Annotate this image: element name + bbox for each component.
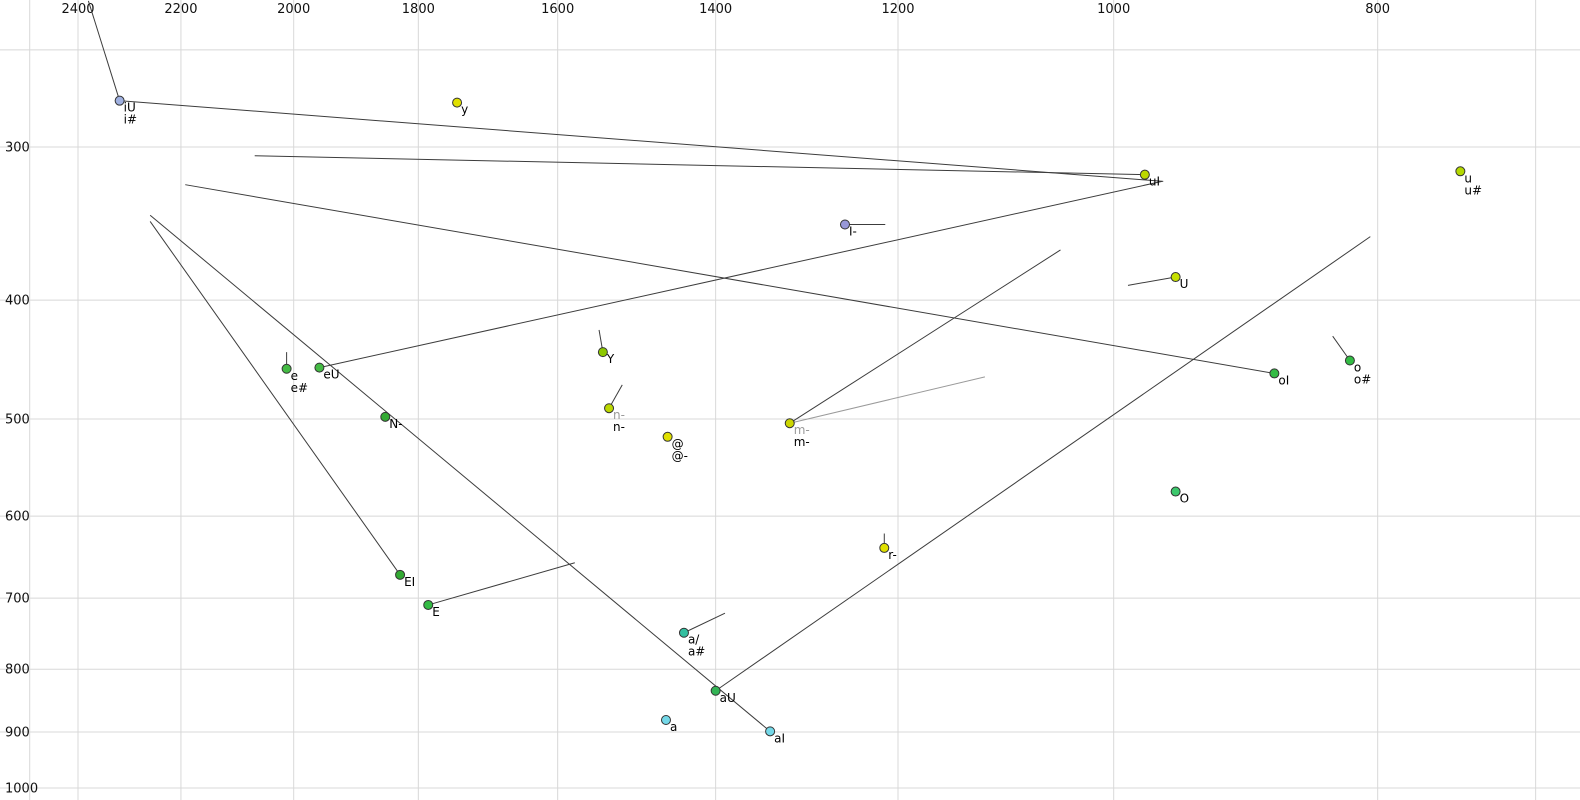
data-point-n- [604, 403, 615, 414]
point-label-e-1: e# [291, 381, 308, 395]
data-point-EI [395, 569, 406, 580]
data-point-aI [765, 726, 776, 737]
point-label-n--1: n- [613, 420, 625, 434]
y-tick-label-500: 500 [5, 412, 30, 427]
y-tick-label-800: 800 [5, 663, 30, 678]
point-label-Y: Y [606, 352, 615, 366]
point-label-o: o [1354, 361, 1361, 375]
data-point-y [452, 97, 463, 108]
trajectory-iU-onset [87, 0, 121, 101]
trajectory-oI-glide [185, 184, 1275, 374]
data-point-a [660, 714, 671, 725]
point-label-eU: eU [323, 368, 339, 382]
x-tick-label-800: 800 [1365, 2, 1390, 17]
trajectory-EI-glide [149, 221, 401, 576]
point-label-aU: aU [720, 691, 736, 705]
point-label-@-1: @- [672, 449, 688, 463]
point-label-u-1: u# [1464, 183, 1482, 197]
y-tick-label-400: 400 [5, 294, 30, 309]
y-tick-label-600: 600 [5, 510, 30, 525]
data-point-oI [1269, 368, 1280, 379]
x-tick-label-2000: 2000 [277, 2, 310, 17]
point-label-U: U [1180, 277, 1189, 291]
point-label-o-1: o# [1354, 373, 1371, 387]
point-label-aI: aI [774, 731, 785, 745]
x-tick-label-1800: 1800 [402, 2, 435, 17]
point-label-y: y [461, 103, 468, 117]
point-label-u: u [1464, 171, 1472, 185]
data-point-iU [114, 95, 125, 106]
data-point-@ [662, 431, 673, 442]
point-label-oI: oI [1278, 373, 1289, 387]
trajectory-m--glide2 [789, 376, 986, 424]
point-label-I-: I- [849, 224, 857, 238]
x-tick-label-1200: 1200 [881, 2, 914, 17]
point-label-m--1: m- [794, 435, 810, 449]
data-point-I- [839, 219, 850, 230]
data-point-a/ [678, 627, 689, 638]
point-label-EI: EI [404, 575, 415, 589]
trajectory-E-glide [428, 562, 575, 606]
data-point-e [281, 363, 292, 374]
point-label-N-: N- [389, 417, 402, 431]
x-tick-label-2400: 2400 [61, 2, 94, 17]
x-tick-label-2200: 2200 [164, 2, 197, 17]
trajectory-aI-glide [149, 214, 771, 732]
point-label-a/: a/ [688, 633, 700, 647]
point-label-e: e [291, 369, 298, 383]
x-tick-label-1000: 1000 [1097, 2, 1130, 17]
trajectory-iU-glide [119, 100, 1164, 182]
data-point-N- [380, 411, 391, 422]
data-point-m- [784, 418, 795, 429]
data-point-r- [879, 542, 890, 553]
data-point-u [1455, 166, 1466, 177]
point-label-@: @ [672, 437, 684, 451]
data-point-o [1344, 355, 1355, 366]
point-label-E: E [432, 605, 440, 619]
data-point-eU [314, 362, 325, 373]
point-label-m-: m- [794, 423, 810, 437]
point-label-a: a [670, 720, 677, 734]
trajectory-U-glide [1127, 276, 1176, 286]
y-tick-label-900: 900 [5, 725, 30, 740]
trajectory-m--glide [789, 249, 1061, 424]
data-point-Y [597, 347, 608, 358]
trajectory-uI-glide [254, 155, 1145, 176]
point-label-uI: uI [1149, 175, 1160, 189]
x-tick-label-1600: 1600 [541, 2, 574, 17]
point-label-iU: iU [124, 101, 136, 115]
y-tick-label-300: 300 [5, 141, 30, 156]
data-point-E [423, 599, 434, 610]
data-point-U [1170, 272, 1181, 283]
data-point-O [1170, 486, 1181, 497]
point-label-n-: n- [613, 408, 625, 422]
trajectory-a/-glide [683, 612, 726, 634]
point-label-O: O [1180, 492, 1189, 506]
trajectory-aU-glide [715, 236, 1371, 692]
data-point-aU [710, 685, 721, 696]
trajectory-eU-glide [319, 180, 1163, 369]
x-tick-label-1400: 1400 [699, 2, 732, 17]
y-tick-label-700: 700 [5, 592, 30, 607]
point-label-r-: r- [888, 548, 897, 562]
data-point-uI [1139, 169, 1150, 180]
y-tick-label-1000: 1000 [5, 782, 38, 797]
point-label-iU-1: i# [124, 113, 137, 127]
point-label-a/-1: a# [688, 645, 705, 659]
